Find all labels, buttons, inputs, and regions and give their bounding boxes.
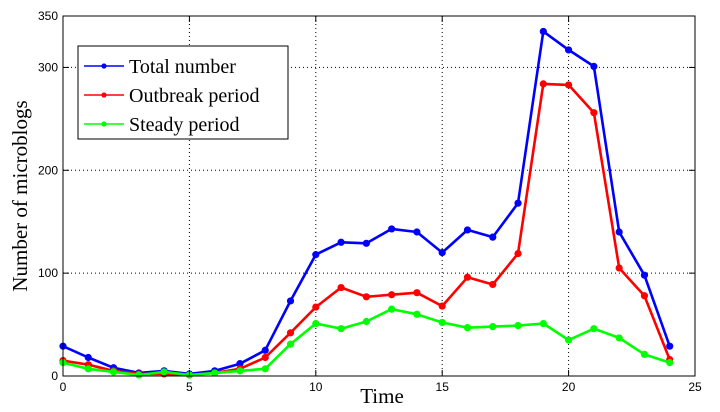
- data-point-total-number: [539, 27, 547, 36]
- legend-marker-steady-period: [101, 121, 107, 127]
- data-point-steady-period: [312, 319, 320, 328]
- data-point-outbreak-period: [539, 80, 547, 88]
- data-point-outbreak-period: [615, 264, 623, 272]
- plot-frame: [62, 15, 696, 377]
- data-point-total-number: [413, 228, 421, 236]
- data-point-outbreak-period: [286, 329, 295, 337]
- data-point-steady-period: [286, 340, 295, 348]
- data-point-total-number: [337, 238, 345, 246]
- data-point-total-number: [438, 248, 446, 257]
- data-point-steady-period: [211, 369, 219, 377]
- x-tick-label: 5: [186, 380, 193, 394]
- y-tick-label: 300: [38, 60, 58, 74]
- legend-marker-outbreak-period: [101, 92, 107, 98]
- data-point-steady-period: [590, 325, 598, 333]
- data-point-total-number: [640, 271, 649, 279]
- series-lines: [59, 27, 674, 379]
- y-tick-label: 0: [51, 369, 58, 383]
- data-point-steady-period: [362, 317, 370, 326]
- data-point-steady-period: [565, 336, 573, 344]
- data-point-outbreak-period: [337, 283, 345, 292]
- legend-label-outbreak-period: Outbreak period: [129, 85, 260, 107]
- y-tick-label: 100: [38, 266, 58, 280]
- data-point-steady-period: [489, 323, 497, 331]
- x-tick-label: 25: [688, 380, 702, 394]
- data-point-total-number: [463, 226, 472, 234]
- y-tick-label: 350: [38, 9, 58, 23]
- data-point-total-number: [489, 233, 497, 241]
- data-point-outbreak-period: [489, 280, 497, 289]
- x-tick-label: 10: [309, 380, 323, 394]
- x-tick-label: 20: [562, 380, 576, 394]
- legend-label-steady-period: Steady period: [129, 114, 240, 136]
- data-point-steady-period: [463, 324, 472, 332]
- axis-ticks: 0 5 10 15 20 25 0 100 200 300 350: [38, 9, 702, 394]
- data-point-steady-period: [261, 365, 269, 373]
- data-point-outbreak-period: [640, 292, 649, 300]
- data-point-outbreak-period: [514, 250, 522, 258]
- legend-marker-total-number: [101, 63, 107, 69]
- data-point-steady-period: [337, 325, 345, 333]
- data-point-steady-period: [640, 350, 649, 358]
- data-point-steady-period: [160, 368, 168, 376]
- data-point-total-number: [666, 342, 674, 350]
- data-point-total-number: [590, 62, 598, 70]
- data-point-total-number: [565, 46, 573, 54]
- data-point-total-number: [286, 297, 295, 305]
- data-point-steady-period: [666, 359, 674, 367]
- data-point-steady-period: [135, 371, 143, 379]
- data-point-total-number: [514, 199, 522, 207]
- data-point-outbreak-period: [565, 81, 573, 89]
- legend-label-total-number: Total number: [129, 56, 236, 78]
- data-point-total-number: [236, 360, 244, 368]
- y-axis-title: Number of microblogs: [8, 100, 32, 291]
- data-point-steady-period: [539, 319, 547, 328]
- data-point-outbreak-period: [261, 353, 269, 362]
- data-point-outbreak-period: [438, 302, 446, 310]
- data-point-steady-period: [514, 322, 522, 330]
- data-point-total-number: [84, 353, 92, 362]
- data-point-outbreak-period: [312, 303, 320, 311]
- data-point-outbreak-period: [362, 293, 370, 301]
- data-point-total-number: [388, 225, 396, 233]
- data-point-total-number: [615, 228, 623, 236]
- data-point-steady-period: [388, 305, 396, 313]
- data-point-steady-period: [438, 318, 446, 327]
- data-point-total-number: [312, 251, 320, 259]
- x-tick-label: 15: [436, 380, 450, 394]
- x-axis-title: Time: [360, 384, 404, 408]
- data-point-steady-period: [615, 334, 623, 342]
- y-tick-label: 200: [38, 163, 58, 177]
- data-point-outbreak-period: [413, 289, 421, 297]
- data-point-steady-period: [84, 365, 92, 373]
- data-point-outbreak-period: [388, 291, 396, 299]
- data-point-outbreak-period: [463, 273, 472, 281]
- data-point-steady-period: [236, 367, 244, 375]
- data-point-total-number: [261, 346, 269, 354]
- legend: Total number Outbreak period Steady period: [77, 45, 289, 140]
- data-point-outbreak-period: [590, 109, 598, 117]
- x-tick-label: 0: [60, 380, 67, 394]
- data-point-total-number: [362, 239, 370, 247]
- data-point-steady-period: [109, 368, 118, 376]
- data-point-steady-period: [413, 310, 421, 318]
